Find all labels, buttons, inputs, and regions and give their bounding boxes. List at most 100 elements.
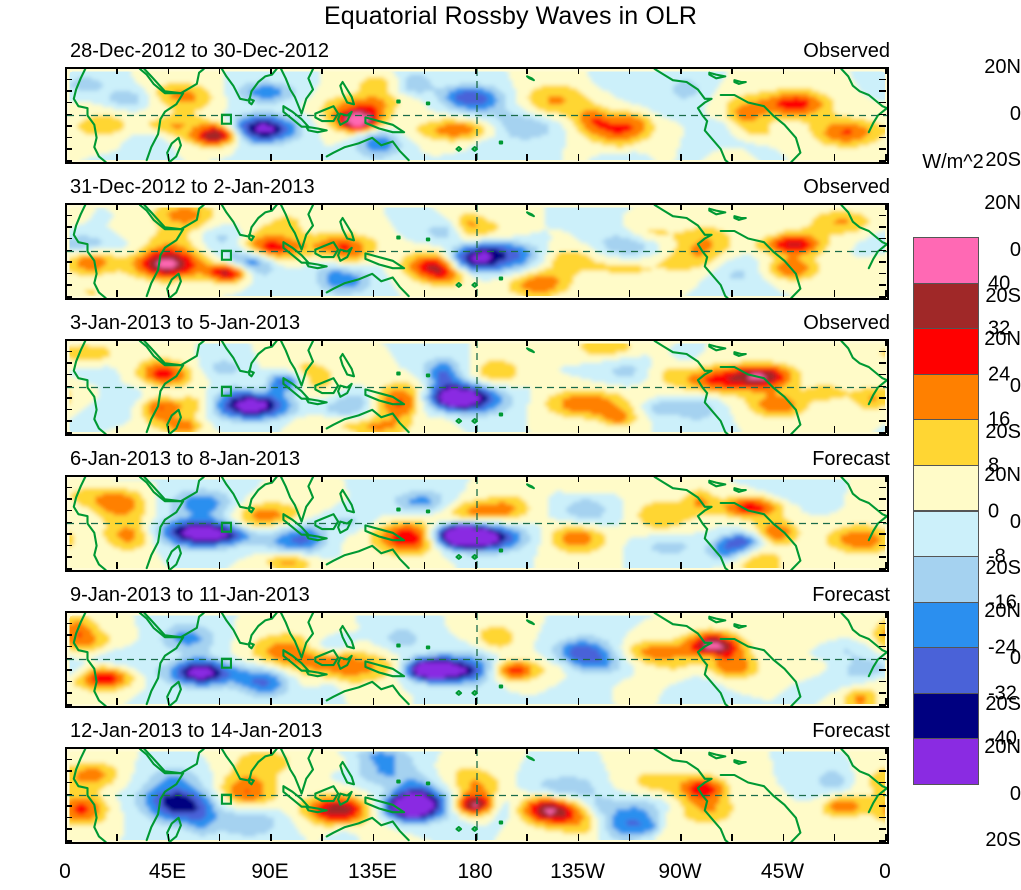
axis-tick [879, 770, 886, 772]
axis-tick [116, 339, 118, 346]
y-axis-tick-label: 20S [965, 693, 1021, 716]
axis-tick [885, 426, 887, 433]
axis-tick [475, 562, 477, 569]
axis-tick [475, 203, 477, 210]
axis-tick [65, 770, 72, 772]
axis-tick [879, 840, 886, 842]
panel-date-range: 3-Jan-2013 to 5-Jan-2013 [70, 312, 300, 335]
axis-tick [423, 426, 426, 433]
axis-tick [879, 339, 886, 341]
axis-tick [879, 556, 886, 558]
y-axis-tick-label: 20N [965, 736, 1021, 759]
axis-tick [65, 67, 72, 69]
axis-tick [321, 747, 323, 754]
panel-status-label: Forecast [812, 448, 890, 471]
axis-tick [218, 562, 221, 569]
axis-tick [475, 611, 477, 618]
map-panel [65, 203, 889, 300]
axis-tick [526, 67, 528, 74]
y-axis-tick-label: 0 [965, 239, 1021, 262]
axis-tick [680, 203, 682, 210]
axis-tick [65, 828, 72, 830]
y-axis-tick-label: 20S [965, 557, 1021, 580]
axis-tick [879, 90, 886, 92]
axis-tick [577, 67, 580, 74]
axis-tick [680, 475, 682, 482]
axis-tick [628, 67, 631, 74]
axis-tick [879, 568, 886, 570]
axis-tick [65, 840, 72, 842]
axis-tick [372, 611, 375, 618]
axis-tick [65, 645, 72, 648]
axis-tick [680, 154, 682, 161]
axis-tick [270, 426, 272, 433]
y-axis-tick-label: 0 [965, 375, 1021, 398]
axis-tick [167, 475, 170, 482]
axis-tick [577, 562, 580, 569]
axis-tick [423, 154, 426, 161]
axis-tick [833, 834, 836, 841]
axis-tick [526, 290, 528, 297]
axis-tick [475, 834, 477, 841]
axis-tick [218, 339, 221, 346]
axis-tick [65, 805, 72, 807]
axis-tick [833, 203, 836, 210]
axis-tick [372, 339, 375, 346]
axis-tick [833, 67, 836, 74]
axis-tick [782, 475, 785, 482]
axis-tick [65, 160, 72, 162]
axis-tick [65, 834, 67, 841]
axis-tick [731, 339, 733, 346]
colorbar-tick-label: -40 [988, 728, 1017, 751]
x-axis-tick-label: 45W [761, 860, 804, 884]
axis-tick [628, 475, 631, 482]
axis-tick [65, 568, 72, 570]
axis-tick [423, 611, 426, 618]
axis-tick [270, 67, 272, 74]
axis-tick [731, 562, 733, 569]
axis-tick [218, 475, 221, 482]
map-panel [65, 475, 889, 572]
axis-tick [885, 154, 887, 161]
axis-tick [65, 362, 72, 364]
axis-tick [270, 562, 272, 569]
x-axis-tick-label: 135E [348, 860, 397, 884]
axis-tick [116, 834, 118, 841]
axis-tick [475, 747, 477, 754]
axis-tick [680, 698, 682, 705]
axis-tick [116, 154, 118, 161]
axis-tick [782, 203, 785, 210]
axis-tick [731, 834, 733, 841]
axis-tick [879, 781, 886, 784]
axis-tick [879, 634, 886, 636]
axis-tick [628, 747, 631, 754]
y-axis-tick-label: 20N [965, 464, 1021, 487]
axis-tick [65, 611, 72, 613]
axis-tick [885, 562, 887, 569]
axis-tick [885, 67, 887, 74]
axis-tick [731, 747, 733, 754]
x-axis-tick-label: 45E [149, 860, 186, 884]
axis-tick [879, 296, 886, 298]
axis-tick [526, 475, 528, 482]
colorbar-tick-label: 16 [988, 409, 1010, 432]
axis-tick [680, 562, 682, 569]
axis-tick [372, 203, 375, 210]
y-axis-tick-label: 20S [965, 149, 1021, 172]
axis-tick [218, 67, 221, 74]
axis-tick [526, 339, 528, 346]
axis-tick [628, 698, 631, 705]
axis-tick [628, 611, 631, 618]
axis-tick [321, 290, 323, 297]
axis-tick [218, 426, 221, 433]
axis-tick [270, 154, 272, 161]
y-axis-tick-label: 0 [965, 511, 1021, 534]
axis-tick [372, 834, 375, 841]
axis-tick [879, 611, 886, 613]
axis-tick [65, 634, 72, 636]
axis-tick [526, 562, 528, 569]
axis-tick [885, 290, 887, 297]
axis-tick [321, 426, 323, 433]
axis-tick [879, 747, 886, 749]
axis-tick [526, 698, 528, 705]
